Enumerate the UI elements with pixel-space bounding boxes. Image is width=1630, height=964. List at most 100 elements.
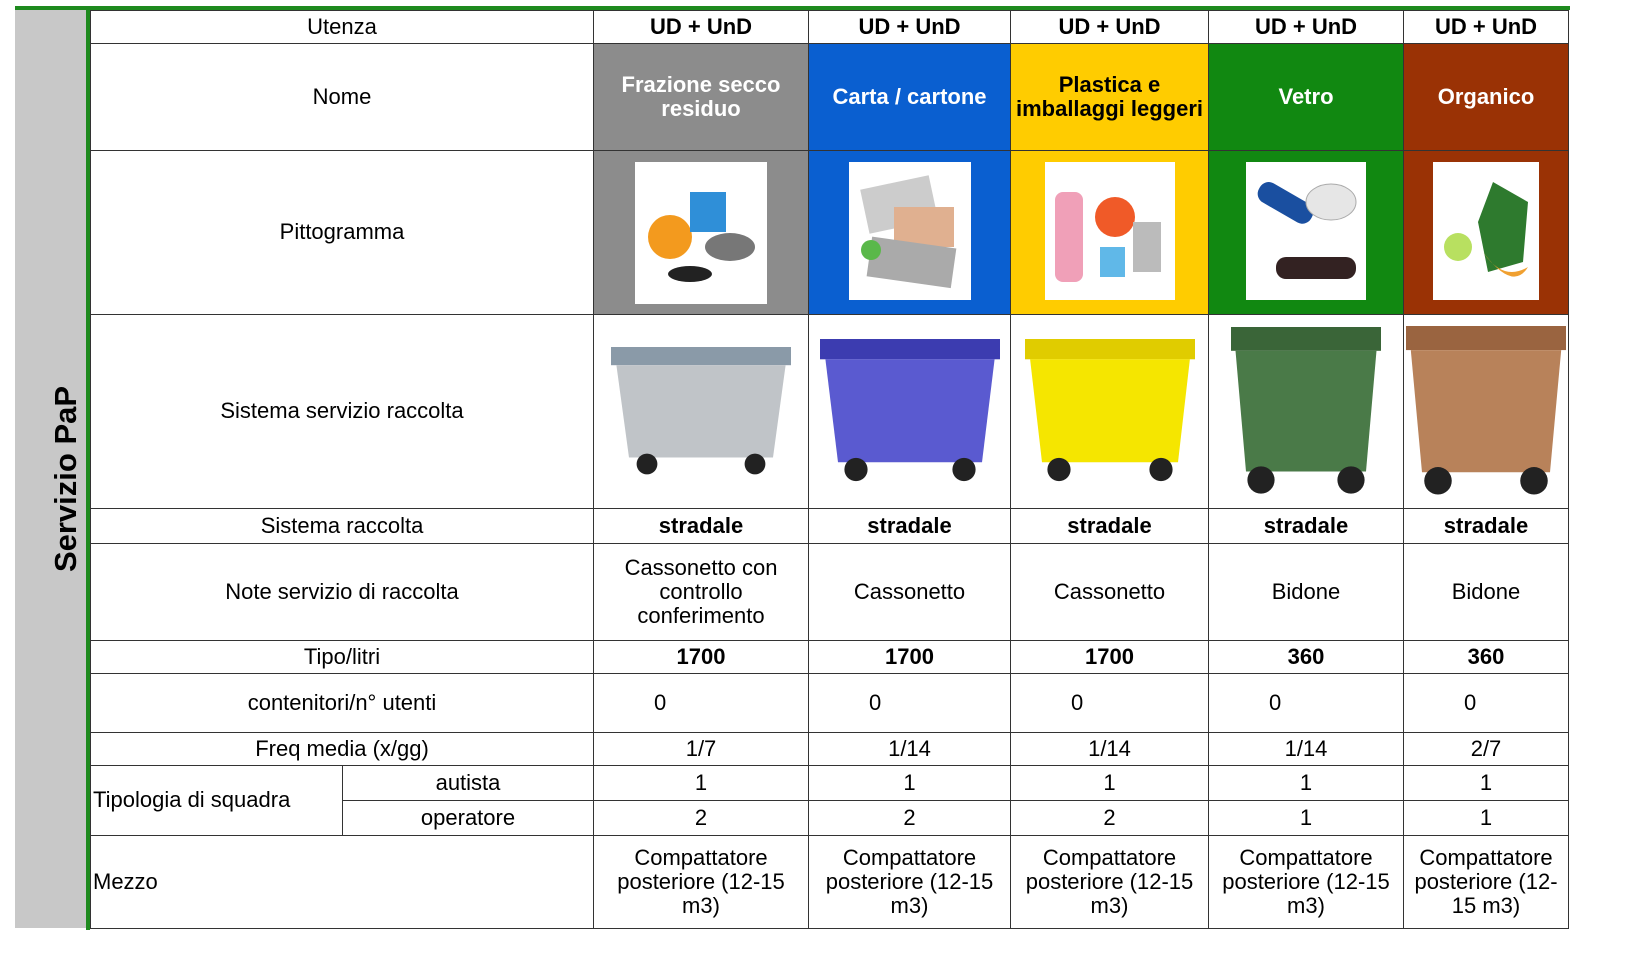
shape bbox=[1054, 191, 1083, 282]
shape bbox=[1094, 196, 1135, 237]
sistema-raccolta: stradale bbox=[1208, 508, 1404, 544]
shape bbox=[1132, 221, 1161, 272]
shape bbox=[1483, 251, 1528, 277]
bin-wheel bbox=[1520, 466, 1548, 495]
tipo-litri: 1700 bbox=[808, 640, 1011, 674]
contenitori: 0 bbox=[1403, 673, 1569, 733]
tipo-litri: 360 bbox=[1208, 640, 1404, 674]
tipo-litri: 1700 bbox=[593, 640, 809, 674]
nome: Vetro bbox=[1208, 43, 1404, 151]
table-row: Freq media (x/gg) 1/7 1/14 1/14 1/14 2/7 bbox=[90, 732, 1569, 766]
bin-picture bbox=[611, 346, 791, 474]
bin bbox=[1403, 314, 1569, 509]
mezzo: Compattatore posteriore (12-15 m3) bbox=[1208, 835, 1404, 929]
bin-picture bbox=[1231, 326, 1381, 494]
bin-picture bbox=[819, 339, 1000, 482]
contenitori: 0 bbox=[1010, 673, 1209, 733]
autista: 1 bbox=[1010, 765, 1209, 801]
note: Cassonetto con controllo conferimento bbox=[593, 543, 809, 641]
pictogram-picture bbox=[1433, 161, 1539, 300]
freq: 1/14 bbox=[1010, 732, 1209, 766]
bin-lid bbox=[1406, 325, 1566, 350]
shape bbox=[866, 236, 956, 288]
bin-lid bbox=[1231, 326, 1381, 351]
pictogram bbox=[1403, 150, 1569, 315]
bin-body bbox=[824, 359, 995, 463]
green-rule bbox=[15, 6, 1570, 10]
bin bbox=[593, 314, 809, 509]
note: Bidone bbox=[1403, 543, 1569, 641]
picto-bg bbox=[1246, 161, 1366, 300]
row-label: Tipo/litri bbox=[90, 640, 594, 674]
row-label: Pittogramma bbox=[90, 150, 594, 315]
freq: 1/7 bbox=[593, 732, 809, 766]
shape bbox=[1257, 181, 1314, 224]
operatore: 2 bbox=[808, 800, 1011, 836]
operatore: 1 bbox=[1208, 800, 1404, 836]
row-label: Nome bbox=[90, 43, 594, 151]
pictogram-picture bbox=[1246, 161, 1366, 300]
pictogram bbox=[1010, 150, 1209, 315]
row-label: contenitori/n° utenti bbox=[90, 673, 594, 733]
bin-wheel bbox=[636, 453, 658, 474]
operatore: 2 bbox=[593, 800, 809, 836]
mezzo: Compattatore posteriore (12-15 m3) bbox=[1010, 835, 1209, 929]
table-row: Nome Frazione secco residuo Carta / carton… bbox=[90, 43, 1569, 151]
autista: 1 bbox=[808, 765, 1011, 801]
shape bbox=[1099, 246, 1125, 277]
row-label: Sistema servizio raccolta bbox=[90, 314, 594, 509]
bin-picture bbox=[1406, 325, 1566, 495]
tipo-litri: 1700 bbox=[1010, 640, 1209, 674]
row-label: Tipologia di squadra bbox=[90, 765, 343, 836]
role-label: operatore bbox=[342, 800, 594, 836]
pictogram-picture bbox=[848, 161, 971, 300]
bin-wheel bbox=[744, 453, 766, 474]
bin bbox=[808, 314, 1011, 509]
table-row: Note servizio di raccolta Cassonetto con … bbox=[90, 543, 1569, 641]
bin bbox=[1208, 314, 1404, 509]
row-label: Note servizio di raccolta bbox=[90, 543, 594, 641]
table-row: Mezzo Compattatore posteriore (12-15 m3) C… bbox=[90, 835, 1569, 929]
bin-body bbox=[1235, 350, 1377, 471]
bin-body bbox=[1029, 359, 1190, 463]
table-body: Utenza UD + UnD UD + UnD UD + UnD UD + UnD UD… bbox=[90, 10, 1569, 929]
side-label: Servizio PaP bbox=[48, 385, 83, 573]
utenza: UD + UnD bbox=[808, 10, 1011, 44]
autista: 1 bbox=[593, 765, 809, 801]
freq: 2/7 bbox=[1403, 732, 1569, 766]
note: Cassonetto bbox=[1010, 543, 1209, 641]
operatore: 2 bbox=[1010, 800, 1209, 836]
pictogram bbox=[808, 150, 1011, 315]
shape bbox=[860, 239, 881, 260]
table-row: Sistema raccolta stradale stradale stradale… bbox=[90, 508, 1569, 544]
shape bbox=[1478, 181, 1528, 272]
autista: 1 bbox=[1208, 765, 1404, 801]
shape bbox=[668, 265, 712, 282]
operatore: 1 bbox=[1403, 800, 1569, 836]
mezzo: Compattatore posteriore (12-15 m3) bbox=[593, 835, 809, 929]
mezzo: Compattatore posteriore (12-15 m3) bbox=[1403, 835, 1569, 929]
row-label: Mezzo bbox=[90, 835, 594, 929]
table-row: Tipologia di squadra autista 1 1 1 1 1 bbox=[90, 765, 1569, 836]
bin-lid bbox=[819, 339, 1000, 360]
autista: 1 bbox=[1403, 765, 1569, 801]
shape bbox=[690, 191, 726, 232]
utenza: UD + UnD bbox=[593, 10, 809, 44]
shape bbox=[705, 232, 755, 261]
row-label: Sistema raccolta bbox=[90, 508, 594, 544]
bin-wheel bbox=[843, 457, 868, 482]
sistema-raccolta: stradale bbox=[1010, 508, 1209, 544]
utenza: UD + UnD bbox=[1403, 10, 1569, 44]
contenitori: 0 bbox=[1208, 673, 1404, 733]
pictogram bbox=[593, 150, 809, 315]
bin-lid bbox=[611, 346, 791, 365]
nome: Plastica e imballaggi leggeri bbox=[1010, 43, 1209, 151]
pictogram-picture bbox=[635, 161, 767, 304]
shape bbox=[1444, 232, 1472, 261]
bin-wheel bbox=[1046, 457, 1071, 482]
bin-picture bbox=[1024, 339, 1195, 482]
bin bbox=[1010, 314, 1209, 509]
pictogram bbox=[1208, 150, 1404, 315]
nome: Organico bbox=[1403, 43, 1569, 151]
bin-wheel bbox=[1424, 466, 1452, 495]
